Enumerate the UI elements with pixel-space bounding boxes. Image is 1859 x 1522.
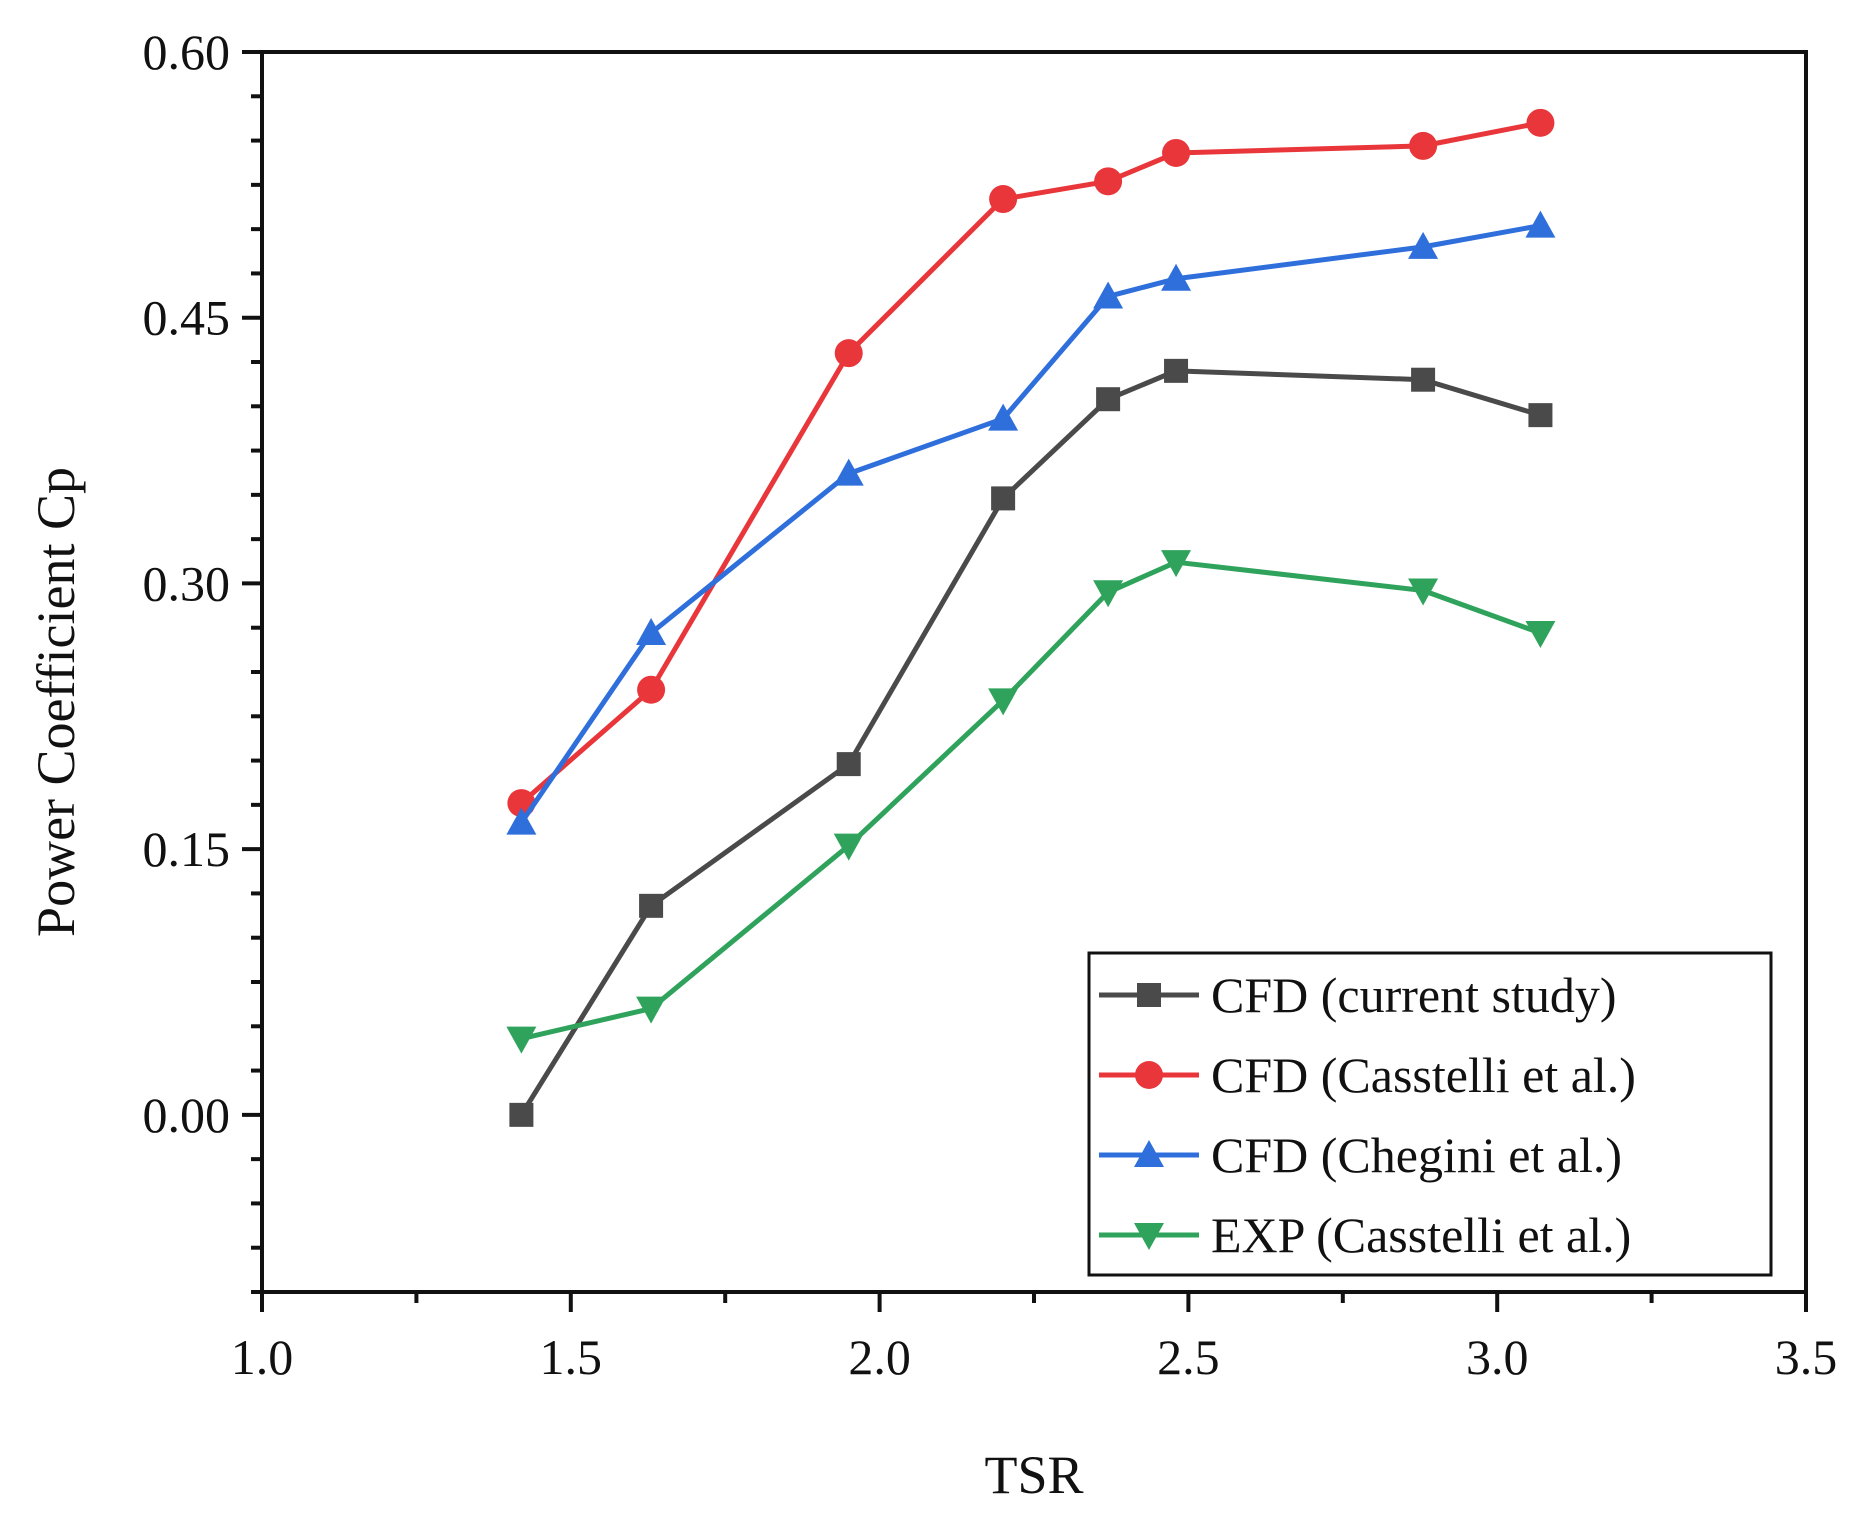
data-point: [1526, 108, 1555, 137]
y-tick-label: 0.00: [143, 1087, 231, 1143]
axes: 1.0 1.5 2.0 2.5 3.0 3.5 0.00 0.15 0.30 0.45 0.60 TS…: [26, 24, 1837, 1505]
legend-label: CFD (Chegini et al.): [1211, 1127, 1622, 1183]
data-point: [1408, 231, 1439, 259]
data-point: [988, 403, 1019, 431]
x-tick-label: 3.5: [1775, 1329, 1838, 1385]
legend-entry: CFD (Chegini et al.): [1099, 1127, 1622, 1183]
data-point: [1162, 138, 1191, 167]
y-tick-label: 0.60: [143, 24, 231, 80]
legend-box: [1087, 951, 1773, 1277]
data-point: [833, 833, 864, 861]
series-3: [506, 210, 1556, 835]
data-point: [1409, 131, 1438, 160]
data-point: [1161, 550, 1192, 578]
data-point: [1161, 263, 1192, 291]
data-point: [1411, 367, 1436, 392]
data-point: [1093, 281, 1124, 309]
data-point: [991, 486, 1016, 511]
data-point: [506, 807, 537, 835]
x-tick-label: 3.0: [1466, 1329, 1529, 1385]
legend-label: CFD (Casstelli et al.): [1211, 1047, 1636, 1103]
legend-marker: [1134, 1140, 1164, 1167]
x-axis-title: TSR: [984, 1445, 1083, 1505]
x-tick-label: 2.0: [848, 1329, 911, 1385]
data-point: [1408, 578, 1439, 606]
y-axis-title: Power Coefficient Cp: [26, 467, 86, 937]
y-tick-label: 0.15: [143, 821, 231, 877]
data-point: [639, 893, 664, 918]
data-point: [1525, 621, 1556, 649]
data-point: [1164, 358, 1189, 383]
series-line: [519, 368, 1542, 1117]
legend: CFD (current study) CFD (Casstelli et al.…: [1087, 951, 1773, 1277]
data-point: [636, 618, 667, 646]
legend-marker: [1135, 1061, 1163, 1089]
data-point: [509, 1102, 534, 1127]
x-tick-label: 1.0: [231, 1329, 294, 1385]
legend-marker: [1134, 1223, 1164, 1250]
data-point: [506, 1026, 537, 1054]
series-2: [507, 108, 1555, 818]
series-line: [519, 223, 1541, 824]
data-point: [833, 458, 864, 486]
legend-marker: [1137, 983, 1161, 1007]
data-point: [834, 339, 863, 368]
legend-entry: EXP (Casstelli et al.): [1099, 1207, 1631, 1263]
data-point: [1528, 403, 1553, 428]
data-point: [637, 675, 666, 704]
data-point: [836, 752, 861, 777]
series-line: [520, 559, 1542, 1042]
data-point: [989, 185, 1018, 214]
series-line: [519, 120, 1541, 805]
data-point: [636, 996, 667, 1024]
y-tick-label: 0.30: [143, 555, 231, 611]
legend-entry: CFD (Casstelli et al.): [1099, 1047, 1636, 1103]
y-tick-label: 0.45: [143, 290, 231, 346]
data-point: [988, 688, 1019, 716]
legend-label: EXP (Casstelli et al.): [1211, 1207, 1631, 1263]
legend-label: CFD (current study): [1211, 967, 1617, 1023]
series-1: [509, 358, 1553, 1127]
data-point: [1094, 167, 1123, 196]
data-point: [1093, 580, 1124, 608]
x-tick-label: 2.5: [1157, 1329, 1220, 1385]
data-point: [1525, 210, 1556, 238]
data-point: [1096, 387, 1121, 412]
legend-entry: CFD (current study): [1099, 967, 1617, 1023]
x-tick-label: 1.5: [540, 1329, 603, 1385]
series-4: [506, 550, 1556, 1054]
series-group: [506, 108, 1556, 1127]
